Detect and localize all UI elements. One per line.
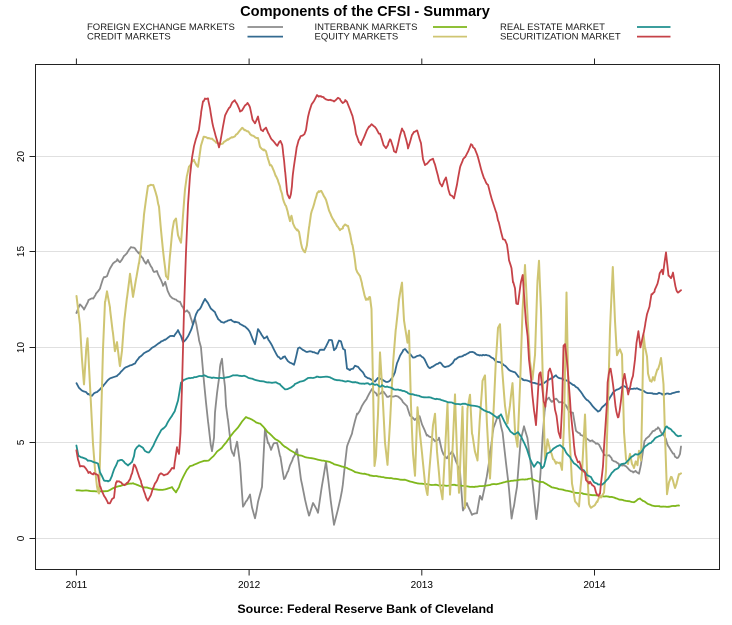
svg-text:5: 5 — [16, 439, 27, 445]
svg-text:Source: Federal Reserve Bank o: Source: Federal Reserve Bank of Clevelan… — [237, 602, 493, 616]
svg-text:2013: 2013 — [411, 580, 434, 591]
svg-text:0: 0 — [16, 535, 27, 541]
svg-text:EQUITY MARKETS: EQUITY MARKETS — [315, 32, 399, 43]
svg-text:15: 15 — [16, 246, 27, 258]
svg-text:CREDIT MARKETS: CREDIT MARKETS — [87, 32, 171, 43]
svg-text:2012: 2012 — [238, 580, 261, 591]
svg-text:SECURITIZATION MARKET: SECURITIZATION MARKET — [500, 32, 621, 43]
svg-text:REAL ESTATE MARKET: REAL ESTATE MARKET — [500, 22, 605, 33]
svg-text:20: 20 — [16, 151, 27, 163]
svg-text:FOREIGN EXCHANGE MARKETS: FOREIGN EXCHANGE MARKETS — [87, 22, 235, 33]
svg-text:Components of the CFSI - Summa: Components of the CFSI - Summary — [240, 4, 491, 20]
svg-text:2014: 2014 — [583, 580, 606, 591]
svg-text:2011: 2011 — [66, 580, 88, 591]
svg-text:10: 10 — [16, 342, 27, 354]
svg-text:INTERBANK MARKETS: INTERBANK MARKETS — [315, 22, 418, 33]
